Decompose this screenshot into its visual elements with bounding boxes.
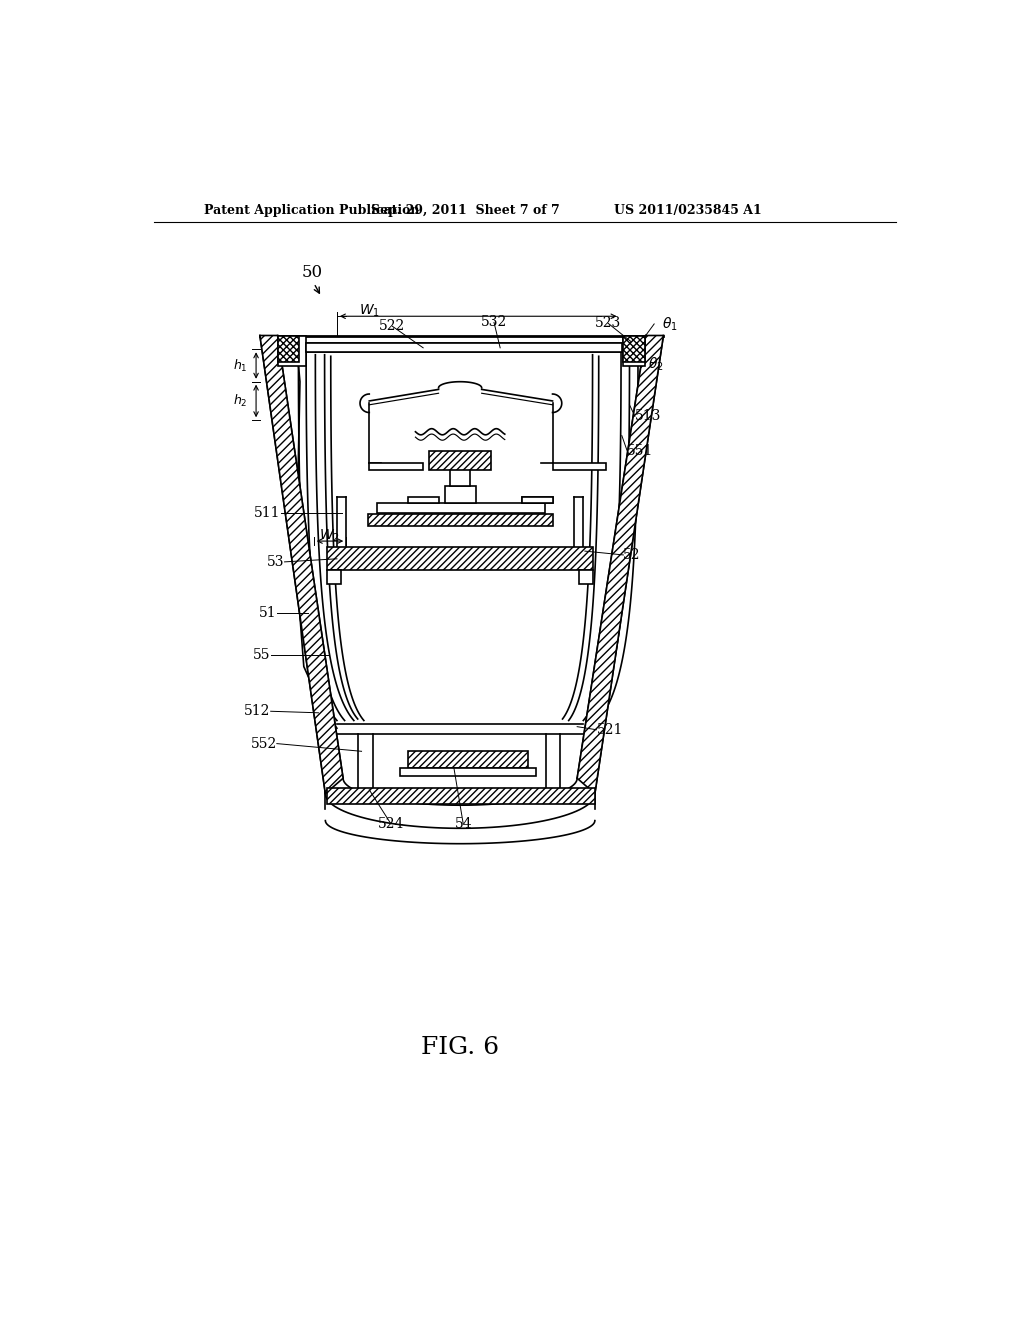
Polygon shape [260,335,343,793]
Bar [429,451,490,470]
Bar [327,788,595,804]
Polygon shape [578,335,664,793]
Bar [444,487,475,503]
Text: 532: 532 [481,315,507,330]
Bar [278,335,306,367]
Bar [521,498,553,503]
Bar [429,451,490,470]
Text: FIG. 6: FIG. 6 [421,1036,499,1059]
Bar [521,498,553,503]
Text: 552: 552 [251,737,276,751]
Bar [278,335,299,363]
Text: Sep. 29, 2011  Sheet 7 of 7: Sep. 29, 2011 Sheet 7 of 7 [371,205,560,218]
Bar [306,343,622,352]
Text: 523: 523 [595,317,622,330]
Text: 53: 53 [267,554,285,569]
Bar [400,768,536,776]
Bar [377,503,545,513]
Bar [624,335,645,363]
Text: 513: 513 [635,409,662,424]
Text: 54: 54 [455,817,472,830]
Text: 511: 511 [254,506,281,520]
Text: 51: 51 [259,606,276,619]
Bar [370,462,423,470]
Text: 52: 52 [624,548,641,562]
Bar [408,751,528,768]
Text: $h_2$: $h_2$ [233,393,248,409]
Bar [408,751,528,768]
Bar [327,548,593,570]
Bar [368,513,553,527]
Bar [579,570,593,585]
Bar [278,335,299,363]
Text: 512: 512 [245,705,270,718]
Text: 524: 524 [378,817,404,830]
Bar [553,462,606,470]
Text: 522: 522 [379,319,406,333]
Text: 551: 551 [628,444,653,458]
Text: $W_1$: $W_1$ [358,302,380,319]
Bar [327,570,341,585]
Text: 521: 521 [596,723,623,737]
Bar [368,513,553,527]
Bar [408,498,438,503]
Bar [624,335,645,367]
Bar [327,548,593,570]
Text: 50: 50 [301,264,323,281]
Bar [624,335,645,363]
Text: US 2011/0235845 A1: US 2011/0235845 A1 [614,205,762,218]
Text: 55: 55 [253,648,270,663]
Bar [327,788,595,804]
Text: $W_2$: $W_2$ [318,528,340,544]
Text: $\theta_2$: $\theta_2$ [648,356,664,374]
Text: Patent Application Publication: Patent Application Publication [204,205,419,218]
Text: $h_1$: $h_1$ [232,358,248,374]
Bar [451,470,470,487]
Text: $\theta_1$: $\theta_1$ [662,315,678,333]
